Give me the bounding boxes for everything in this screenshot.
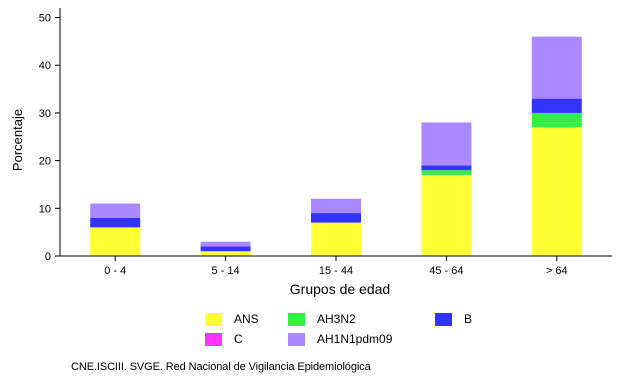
x-tick-label: 0 - 4 (104, 265, 126, 277)
bars-layer (90, 36, 582, 256)
legend-swatch-b (435, 312, 452, 326)
legend-item-ah3n2: AH3N2 (288, 312, 356, 326)
y-tick-label: 30 (39, 108, 51, 120)
legend-label-ah3n2: AH3N2 (317, 312, 356, 326)
y-tick-label: 50 (39, 13, 51, 25)
bar-segment-ans (421, 174, 472, 256)
y-tick-label: 20 (39, 156, 51, 168)
bar-segment-b (311, 213, 361, 223)
bar-segment-ans (90, 227, 141, 256)
x-tick-label: 15 - 44 (319, 265, 353, 277)
bar-segment-b (90, 217, 141, 228)
bar-segment-ans (200, 251, 251, 256)
bar-segment-ah1n1pdm09 (531, 36, 582, 99)
legend-swatch-ans (205, 312, 222, 326)
y-tick-label: 40 (39, 60, 51, 72)
x-tick-label: 45 - 64 (429, 265, 463, 277)
bar-segment-ah1n1pdm09 (421, 122, 472, 166)
legend-swatch-c (205, 332, 222, 346)
legend-item-ans: ANS (205, 312, 259, 326)
bar-segment-b (531, 98, 582, 113)
legend-swatch-ah3n2 (288, 312, 305, 326)
legend: ANS AH3N2 B C AH1N1pdm09 (205, 312, 485, 352)
bar-segment-ah1n1pdm09 (200, 241, 251, 247)
y-tick-label: 0 (45, 251, 51, 263)
x-axis-title: Grupos de edad (290, 281, 390, 297)
y-axis-ticks: 0 10 20 30 40 50 (39, 13, 60, 263)
bar-segment-ah1n1pdm09 (90, 203, 141, 218)
x-tick-label: > 64 (546, 265, 568, 277)
x-tick-label: 5 - 14 (212, 265, 240, 277)
bar-segment-ans (311, 222, 361, 256)
bar-segment-b (200, 246, 251, 252)
y-axis-title: Porcentaje (10, 109, 25, 171)
source-note: CNE.ISCIII. SVGE. Red Nacional de Vigila… (71, 361, 371, 373)
legend-item-ah1n1pdm09: AH1N1pdm09 (288, 332, 392, 346)
y-tick-label: 10 (39, 203, 51, 215)
bar-segment-ans (531, 127, 582, 256)
legend-item-b: B (435, 312, 472, 326)
legend-label-c: C (234, 332, 243, 346)
bar-segment-b (421, 165, 472, 171)
legend-label-b: B (464, 312, 473, 326)
legend-swatch-ah1n1pdm09 (288, 332, 305, 346)
x-axis-ticks: 0 - 4 5 - 14 15 - 44 45 - 64 > 64 (104, 256, 568, 277)
bar-segment-ah3n2 (421, 170, 472, 175)
legend-label-ah1n1pdm09: AH1N1pdm09 (317, 332, 393, 346)
bar-segment-ah3n2 (531, 112, 582, 128)
legend-label-ans: ANS (234, 312, 259, 326)
bar-segment-ah1n1pdm09 (311, 198, 361, 214)
legend-item-c: C (205, 332, 243, 346)
